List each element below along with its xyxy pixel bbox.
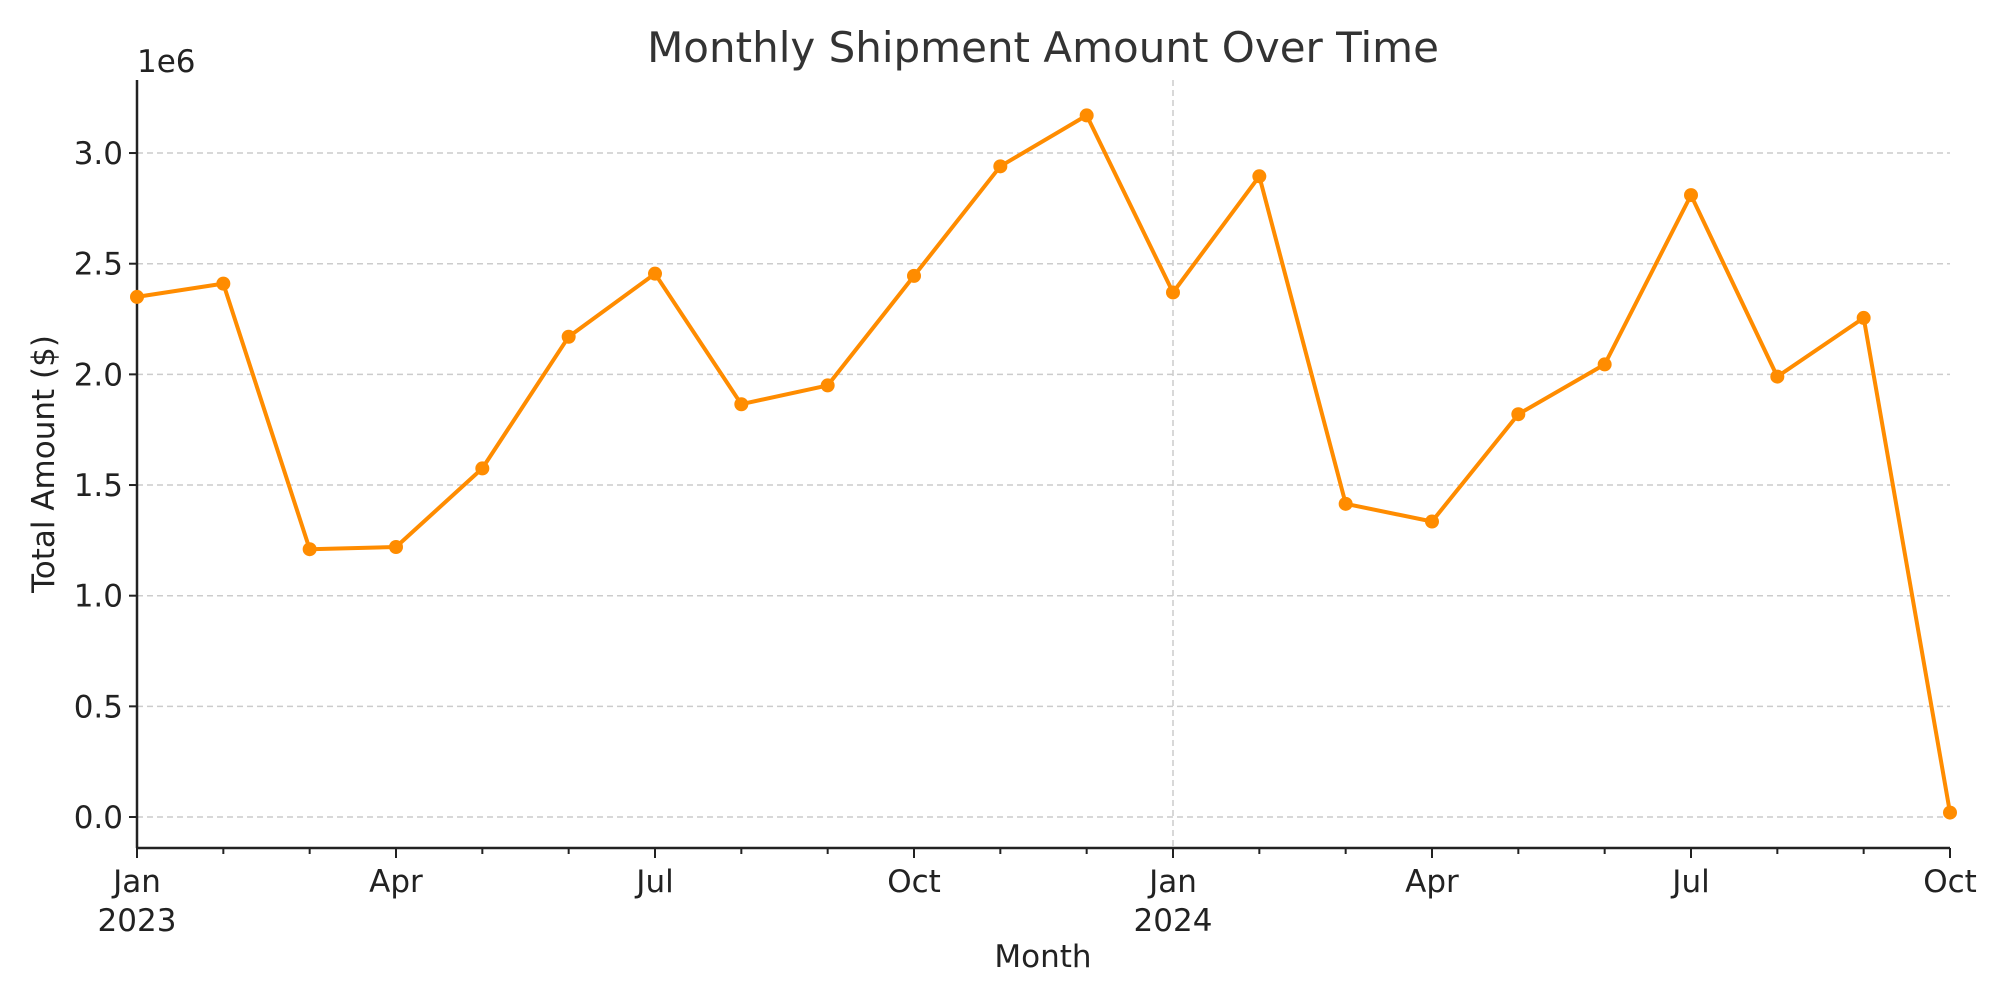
- data-point: [648, 266, 662, 281]
- x-tick-year-label: 2023: [98, 903, 177, 939]
- data-point: [734, 397, 749, 412]
- series-line: [136, 113, 1952, 813]
- data-point: [1425, 514, 1439, 529]
- series-layer: [130, 108, 1957, 820]
- data-point: [1684, 188, 1698, 203]
- data-point: [907, 268, 921, 283]
- data-point: [1511, 407, 1526, 422]
- y-offset-label: 1e6: [137, 44, 196, 80]
- x-tick-label: Oct: [887, 864, 941, 900]
- x-tick-label: Jul: [634, 864, 673, 900]
- grid-layer: [137, 80, 1950, 848]
- y-tick-label: 0.0: [74, 800, 123, 836]
- x-tick-label: Jan: [111, 864, 161, 900]
- data-point: [561, 329, 576, 344]
- data-point: [1856, 310, 1871, 325]
- data-point: [130, 289, 144, 304]
- x-axis-label: Month: [994, 939, 1091, 975]
- y-axis-label: Total Amount ($): [26, 335, 62, 594]
- y-tick-label: 2.0: [74, 357, 123, 393]
- y-tick-label: 1.5: [74, 468, 123, 504]
- data-point: [475, 461, 490, 476]
- axis-layer: [135, 80, 1950, 850]
- data-point: [993, 159, 1008, 174]
- data-point: [1079, 108, 1094, 123]
- chart-title: Monthly Shipment Amount Over Time: [647, 23, 1439, 72]
- x-tick-label: Oct: [1923, 864, 1977, 900]
- x-tick-label: Jan: [1147, 864, 1197, 900]
- data-point: [216, 276, 231, 291]
- x-tick-label: Apr: [1405, 864, 1459, 900]
- x-tick-year-label: 2024: [1134, 903, 1213, 939]
- y-tick-label: 2.5: [74, 247, 123, 283]
- data-point: [820, 378, 835, 393]
- data-point: [389, 539, 403, 554]
- y-tick-label: 3.0: [74, 136, 123, 172]
- x-tick-label: Apr: [369, 864, 423, 900]
- data-point: [1770, 369, 1785, 384]
- data-point: [1252, 169, 1267, 184]
- data-point: [1597, 357, 1612, 372]
- data-point: [1338, 496, 1353, 511]
- y-tick-label: 1.0: [74, 579, 123, 615]
- y-tick-label: 0.5: [74, 689, 123, 725]
- data-point: [1166, 285, 1180, 300]
- x-tick-label: Jul: [1670, 864, 1709, 900]
- data-point: [302, 542, 317, 557]
- data-point: [1943, 805, 1957, 820]
